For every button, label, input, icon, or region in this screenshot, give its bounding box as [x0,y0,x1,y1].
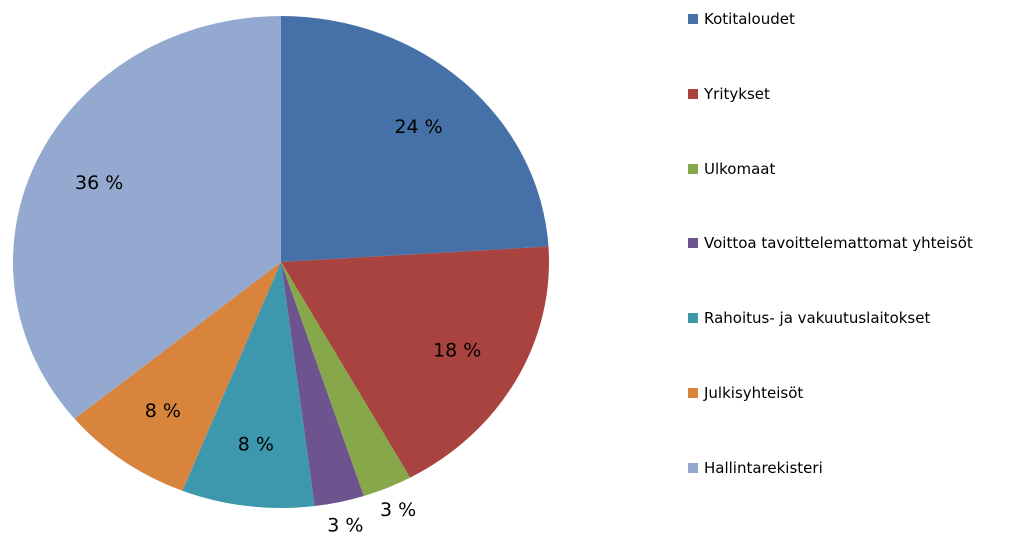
legend-item: Kotitaloudet [688,6,1019,32]
pie-slice [74,262,282,491]
legend-label: Hallintarekisteri [704,458,823,477]
pie-slice [12,16,281,419]
legend-item: Yritykset [688,81,1019,107]
pie-slice [281,246,549,478]
legend-item: Julkisyhteisöt [688,380,1019,406]
pie-slice [281,16,549,262]
legend-swatch [688,88,698,99]
legend-swatch [688,163,698,174]
legend-item: Hallintarekisteri [688,455,1019,481]
legend-item: Rahoitus- ja vakuutuslaitokset [688,305,1019,331]
data-label: 36 % [75,172,123,194]
legend-swatch [688,313,698,324]
legend-label: Julkisyhteisöt [704,384,804,402]
legend-label: Ulkomaat [704,159,776,178]
legend-item: Voittoa tavoittelemattomat yhteisöt [688,230,1019,256]
legend-label: Yritykset [704,84,770,103]
legend-label: Voittoa tavoittelemattomat yhteisöt [704,234,973,253]
data-label: 3 % [327,515,363,537]
legend-swatch [688,14,698,24]
legend-swatch [688,462,698,473]
legend-label: Rahoitus- ja vakuutuslaitokset [704,309,931,328]
legend-item: Ulkomaat [688,156,1019,182]
pie-slice [281,262,411,496]
data-label: 3 % [380,499,416,521]
legend-label: Kotitaloudet [704,10,795,28]
pie-slice [182,262,315,508]
data-label: 8 % [238,434,274,456]
pie-slice [281,262,364,507]
data-label: 18 % [433,339,481,361]
legend-swatch [688,388,698,398]
data-label: 8 % [145,400,181,422]
legend-swatch [688,238,698,249]
data-label: 24 % [394,116,442,138]
